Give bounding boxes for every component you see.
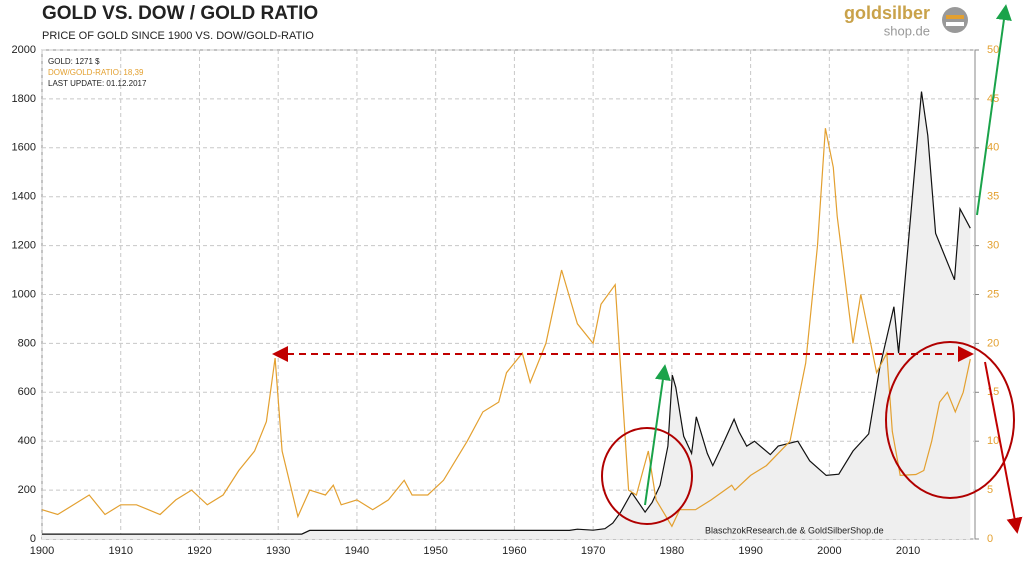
logo-icon	[946, 22, 964, 26]
x-tick-label: 1910	[108, 545, 132, 557]
y-tick-label: 1600	[12, 142, 36, 154]
series-line	[42, 91, 971, 535]
y-tick-label: 800	[18, 337, 36, 349]
logo-icon	[942, 7, 968, 33]
y2-tick-label: 10	[987, 435, 999, 447]
credit: BlaschzokResearch.de & GoldSilberShop.de	[705, 525, 884, 535]
y2-tick-label: 25	[987, 288, 999, 300]
x-tick-label: 1990	[738, 545, 762, 557]
y-tick-label: 1000	[12, 288, 36, 300]
legend-text: LAST UPDATE: 01.12.2017	[48, 79, 147, 88]
annotation-arrow	[976, 4, 1012, 216]
series-line	[41, 128, 971, 528]
y-tick-label: 400	[18, 435, 36, 447]
y-tick-label: 1800	[12, 93, 36, 105]
x-tick-label: 1920	[187, 545, 211, 557]
y2-tick-label: 15	[987, 386, 999, 398]
gold-area	[42, 91, 971, 539]
y2-tick-label: 0	[987, 533, 993, 545]
x-tick-label: 2010	[896, 545, 920, 557]
y-tick-label: 1400	[12, 191, 36, 203]
x-tick-label: 1940	[345, 545, 369, 557]
legend-text: DOW/GOLD-RATIO: 18,39	[48, 68, 144, 77]
x-tick-label: 1980	[660, 545, 684, 557]
x-tick-label: 2000	[817, 545, 841, 557]
y2-tick-label: 35	[987, 191, 999, 203]
x-tick-label: 1970	[581, 545, 605, 557]
logo-text: shop.de	[884, 23, 930, 38]
y2-tick-label: 40	[987, 142, 999, 154]
annotation-arrow	[644, 364, 671, 506]
logo-icon	[946, 15, 964, 19]
y2-tick-label: 20	[987, 337, 999, 349]
x-tick-label: 1960	[502, 545, 526, 557]
y-tick-label: 2000	[12, 44, 36, 56]
y2-tick-label: 30	[987, 240, 999, 252]
legend-text: GOLD: 1271 $	[48, 57, 100, 66]
annotation-circle	[885, 341, 1015, 499]
chart-title: GOLD VS. DOW / GOLD RATIO	[42, 3, 318, 24]
annotation-circle	[601, 427, 693, 525]
logo-text: goldsilber	[844, 3, 930, 23]
chart-subtitle: PRICE OF GOLD SINCE 1900 VS. DOW/GOLD-RA…	[42, 30, 314, 42]
y2-tick-label: 5	[987, 484, 993, 496]
x-tick-label: 1900	[30, 545, 54, 557]
x-tick-label: 1950	[423, 545, 447, 557]
y-tick-label: 0	[30, 533, 36, 545]
annotation-arrow	[984, 361, 1023, 534]
x-tick-label: 1930	[266, 545, 290, 557]
y-tick-label: 1200	[12, 240, 36, 252]
y-tick-label: 600	[18, 386, 36, 398]
y-tick-label: 200	[18, 484, 36, 496]
y2-tick-label: 50	[987, 44, 999, 56]
